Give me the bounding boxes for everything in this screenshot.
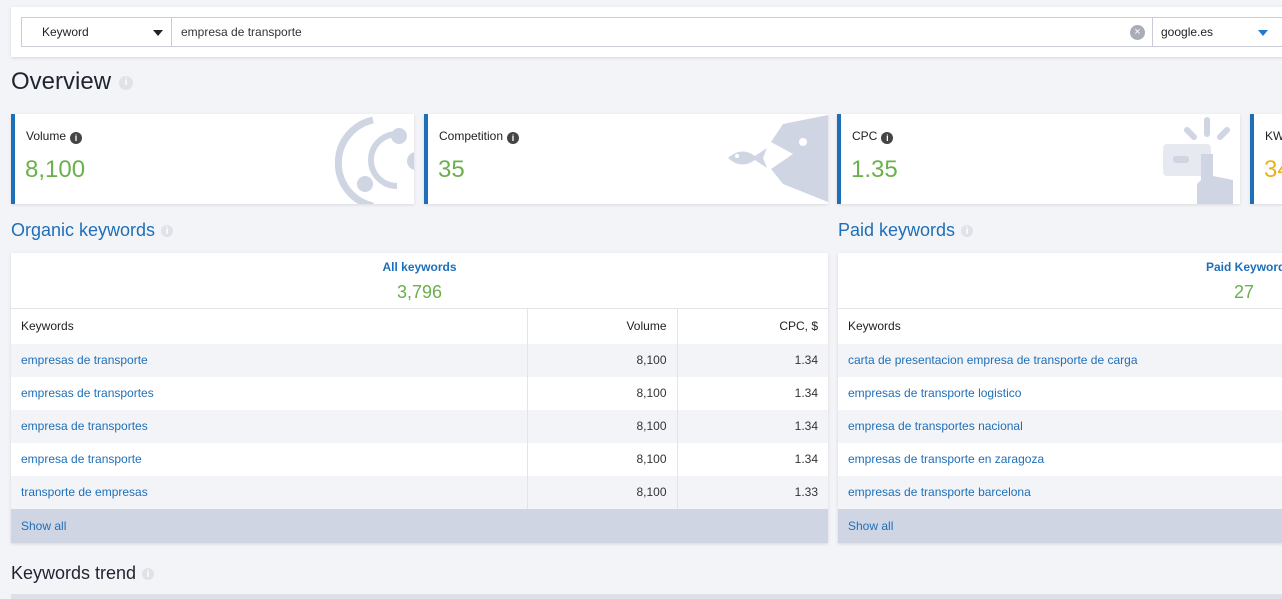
info-icon[interactable] xyxy=(161,225,174,239)
keywords-trend-title-text: Keywords trend xyxy=(11,563,137,583)
all-keywords-label[interactable]: All keywords xyxy=(382,260,457,274)
volume-cell: 8,100 xyxy=(526,376,677,410)
volume-cell: 8,100 xyxy=(526,475,677,509)
table-row: empresas de transporte 8,100 1.34 xyxy=(11,343,828,377)
keywords-trend-panel xyxy=(11,594,1282,599)
table-row: empresas de transporte en zaragoza xyxy=(838,443,1282,476)
organic-keywords-panel: All keywords 3,796 Keywords Volume CPC, … xyxy=(11,253,828,543)
paid-keywords-count: 27 xyxy=(1234,282,1255,302)
info-icon[interactable]: i xyxy=(507,132,520,144)
competition-value: 35 xyxy=(438,156,465,183)
volume-cell: 8,100 xyxy=(526,409,677,443)
paid-keywords-panel: Paid Keywords 27 Keywords carta de prese… xyxy=(838,253,1282,543)
table-row: empresas de transporte logistico xyxy=(838,377,1282,410)
keyword-link[interactable]: carta de presentacion empresa de transpo… xyxy=(838,343,1282,377)
keyword-link[interactable]: empresas de transporte barcelona xyxy=(838,475,1282,509)
table-row: transporte de empresas 8,100 1.33 xyxy=(11,475,828,509)
info-icon[interactable] xyxy=(142,568,155,582)
table-row: empresa de transporte 8,100 1.34 xyxy=(11,442,828,476)
volume-value: 8,100 xyxy=(25,156,86,183)
paid-keywords-table: Keywords carta de presentacion empresa d… xyxy=(838,308,1282,509)
search-type-label: Keyword xyxy=(42,25,89,39)
cpc-cell: 1.34 xyxy=(676,343,828,377)
page-title-text: Overview xyxy=(11,68,112,95)
big-fish-small-fish-icon xyxy=(728,115,828,202)
competition-label-text: Competition xyxy=(439,129,504,143)
search-bar: Keyword × google.es xyxy=(21,17,1282,47)
table-row: empresa de transportes 8,100 1.34 xyxy=(11,409,828,443)
page-title: Overview xyxy=(11,68,134,96)
info-icon[interactable] xyxy=(961,225,974,239)
cpc-label: CPC i xyxy=(852,129,894,144)
volume-label-text: Volume xyxy=(26,129,67,143)
search-panel: Keyword × google.es xyxy=(11,7,1282,57)
table-row: empresas de transportes 8,100 1.34 xyxy=(11,376,828,410)
table-row: empresas de transporte barcelona xyxy=(838,475,1282,509)
cpc-label-text: CPC xyxy=(852,129,878,143)
search-input[interactable] xyxy=(172,18,1152,46)
table-row: empresa de transportes nacional xyxy=(838,409,1282,443)
caret-down-icon xyxy=(1258,30,1268,36)
info-icon[interactable] xyxy=(119,75,134,90)
info-icon[interactable]: i xyxy=(881,132,894,144)
database-label: google.es xyxy=(1161,25,1214,39)
organic-keywords-table: Keywords Volume CPC, $ empresas de trans… xyxy=(11,308,828,509)
cpc-card: CPC i 1.35 xyxy=(837,114,1240,204)
database-select[interactable]: google.es xyxy=(1152,18,1282,46)
volume-label: Volume i xyxy=(26,129,83,144)
cpc-cell: 1.34 xyxy=(676,442,828,476)
column-header-cpc[interactable]: CPC, $ xyxy=(676,308,828,344)
click-hand-icon xyxy=(1163,117,1233,204)
cpc-cell: 1.33 xyxy=(676,475,828,509)
show-all-paid-button[interactable]: Show all xyxy=(838,509,1282,543)
volume-card: Volume i 8,100 xyxy=(11,114,414,204)
volume-cell: 8,100 xyxy=(526,442,677,476)
organic-keywords-title[interactable]: Organic keywords xyxy=(11,220,174,241)
kw-card: KW 34 xyxy=(1250,114,1282,204)
keyword-link[interactable]: empresas de transporte logistico xyxy=(848,386,1022,400)
competition-card: Competition i 35 xyxy=(424,114,828,204)
paid-keywords-title[interactable]: Paid keywords xyxy=(838,220,974,241)
keyword-link[interactable]: transporte de empresas xyxy=(11,475,527,509)
cpc-value: 1.35 xyxy=(851,156,898,183)
search-type-select[interactable]: Keyword xyxy=(22,18,172,46)
clear-icon[interactable]: × xyxy=(1130,25,1145,40)
planet-orbit-icon xyxy=(335,116,414,204)
show-all-organic-button[interactable]: Show all xyxy=(11,509,828,543)
table-row: carta de presentacion empresa de transpo… xyxy=(838,343,1282,377)
paid-keywords-label[interactable]: Paid Keywords xyxy=(1206,260,1282,274)
keyword-link[interactable]: empresa de transportes xyxy=(11,409,527,443)
cpc-cell: 1.34 xyxy=(676,376,828,410)
keyword-link[interactable]: empresa de transportes nacional xyxy=(838,409,1282,443)
kw-label: KW xyxy=(1265,129,1282,143)
keyword-link[interactable]: empresas de transporte xyxy=(11,343,527,377)
info-icon[interactable]: i xyxy=(70,132,83,144)
column-header-volume[interactable]: Volume xyxy=(526,308,677,344)
caret-down-icon xyxy=(153,30,163,36)
keyword-link[interactable]: empresa de transporte xyxy=(21,452,142,466)
column-header-keywords[interactable]: Keywords xyxy=(838,308,1282,344)
paid-keywords-title-text: Paid keywords xyxy=(838,220,956,240)
cpc-cell: 1.34 xyxy=(676,409,828,443)
all-keywords-count: 3,796 xyxy=(396,282,443,302)
volume-cell: 8,100 xyxy=(526,343,677,377)
kw-value: 34 xyxy=(1264,156,1282,183)
keyword-link[interactable]: empresas de transporte en zaragoza xyxy=(848,452,1045,466)
keywords-trend-title: Keywords trend xyxy=(11,563,155,584)
organic-keywords-title-text: Organic keywords xyxy=(11,220,156,240)
column-header-keywords[interactable]: Keywords xyxy=(11,308,527,344)
keyword-link[interactable]: empresas de transportes xyxy=(21,386,154,400)
competition-label: Competition i xyxy=(439,129,520,144)
